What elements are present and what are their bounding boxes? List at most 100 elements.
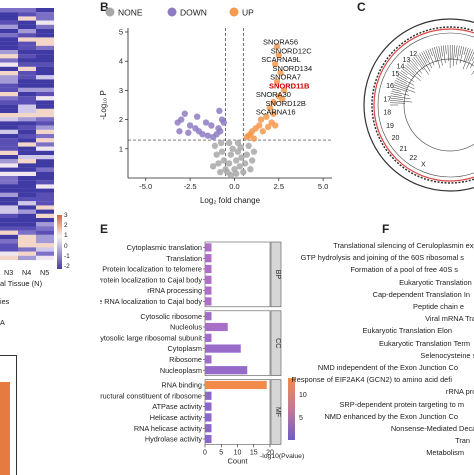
- point-down: [216, 108, 222, 114]
- gene-label: SNORD12C: [271, 46, 312, 55]
- y-tick-label: 2: [119, 115, 123, 124]
- heatmap-cell: [36, 96, 54, 100]
- heatmap-cell: [18, 172, 36, 176]
- circos-chromosome-label: 20: [392, 135, 400, 142]
- heatmap-cell: [18, 67, 36, 71]
- heatmap-cell: [18, 100, 36, 104]
- heatmap-cell: [0, 168, 18, 172]
- heatmap-cell: [0, 138, 18, 142]
- heatmap-cell: [36, 37, 54, 41]
- point-none: [233, 170, 239, 176]
- point-none: [237, 144, 243, 150]
- circos-label-tick: [390, 103, 405, 104]
- go-term-label: Cytosolic ribosome: [140, 312, 202, 321]
- heatmap-cell: [36, 147, 54, 151]
- reactome-term-label: SRP-dependent protein targeting to m: [340, 400, 465, 409]
- go-term-label: Ribosome: [169, 355, 202, 364]
- go-x-tick-label: 0: [203, 449, 207, 456]
- heatmap-cell: [36, 222, 54, 226]
- go-term-label: RNA helicase activity: [134, 424, 202, 433]
- heatmap-cell: [36, 134, 54, 138]
- heatmap-cell: [18, 96, 36, 100]
- point-down: [185, 130, 191, 136]
- heatmap-cell: [0, 252, 18, 256]
- heatmap-cell: [0, 243, 18, 247]
- heatmap-cell: [0, 247, 18, 251]
- heatmap-cell: [18, 71, 36, 75]
- heatmap-cell: [18, 134, 36, 138]
- reactome-term-list: Translational silencing of Ceruloplasmin…: [280, 241, 474, 474]
- heatmap-cell: [36, 247, 54, 251]
- circos-label-tick: [394, 85, 416, 93]
- circos-label-tick: [402, 69, 414, 78]
- point-down: [182, 111, 188, 117]
- heatmap-cell: [18, 75, 36, 79]
- heatmap-cell: [18, 252, 36, 256]
- heatmap-cell: [18, 247, 36, 251]
- reactome-term-label: Translational silencing of Ceruloplasmin…: [333, 241, 474, 250]
- heatmap-cell: [0, 151, 18, 155]
- heatmap-cell: [18, 42, 36, 46]
- circos-label-tick: [463, 49, 471, 70]
- circos-label-tick: [396, 78, 407, 83]
- heatmap-cell: [18, 189, 36, 193]
- heatmap-panel-a: [0, 0, 60, 268]
- point-none: [247, 166, 253, 172]
- circos-label-tick: [430, 48, 433, 56]
- legend-marker-down: [168, 8, 177, 17]
- x-tick-label: 5.0: [318, 182, 328, 191]
- point-up: [258, 116, 264, 122]
- heatmap-cell: [36, 142, 54, 146]
- y-tick-label: 4: [119, 57, 123, 66]
- heatmap-cell: [18, 239, 36, 243]
- heatmap-cell: [18, 256, 36, 260]
- point-none: [212, 143, 218, 149]
- heatmap-cell: [18, 63, 36, 67]
- gene-label: SCARNA9L: [261, 55, 301, 64]
- gene-label: SNORA30: [256, 90, 291, 99]
- go-term-label: Cytoplasm: [168, 344, 202, 353]
- heatmap-cell: [0, 201, 18, 205]
- point-up: [244, 134, 250, 140]
- point-up: [272, 122, 278, 128]
- heatmap-cell: [0, 130, 18, 134]
- go-term-label: rRNA processing: [147, 286, 202, 295]
- reactome-term-label: GTP hydrolysis and joining of the 60S ri…: [301, 253, 464, 262]
- circos-label-tick: [410, 60, 422, 73]
- point-down: [174, 119, 180, 125]
- point-up: [251, 135, 257, 141]
- x-axis-title: Log₂ fold change: [200, 196, 261, 205]
- heatmap-cell: [36, 201, 54, 205]
- gene-label: SNORD12B: [265, 99, 305, 108]
- go-bar: [205, 413, 212, 421]
- heatmap-cell: [0, 214, 18, 218]
- circos-label-tick: [390, 98, 403, 99]
- reactome-term-label: rRNA proc: [446, 387, 474, 396]
- heatmap-cell: [0, 226, 18, 230]
- circos-label-tick: [448, 45, 449, 61]
- heatmap-cell: [0, 71, 18, 75]
- heatmap-cell: [0, 100, 18, 104]
- point-down: [208, 122, 214, 128]
- go-bar: [205, 276, 212, 284]
- heatmap-cell: [36, 105, 54, 109]
- heatmap-cell: [0, 33, 18, 37]
- heatmap-cell: [36, 172, 54, 176]
- heatmap-cell: [36, 63, 54, 67]
- circos-label-tick: [401, 70, 408, 75]
- reactome-term-label: NMD independent of the Exon Junction Co: [318, 363, 458, 372]
- go-x-tick-label: 15: [250, 449, 258, 456]
- heatmap-cell: [36, 218, 54, 222]
- heatmap-cell: [18, 142, 36, 146]
- heatmap-cell: [18, 92, 36, 96]
- panel-a-fragment-2: A: [0, 318, 5, 327]
- point-down: [176, 128, 182, 134]
- point-down: [194, 113, 200, 119]
- go-term-label: Cytoplasmic translation: [127, 243, 202, 252]
- reactome-term-label: Viral mRNA Tran: [425, 314, 474, 323]
- heatmap-cell: [0, 12, 18, 16]
- go-x-tick-label: 5: [219, 449, 223, 456]
- heatmap-cell: [0, 197, 18, 201]
- heatmap-cell: [36, 197, 54, 201]
- circos-label-tick: [392, 89, 401, 91]
